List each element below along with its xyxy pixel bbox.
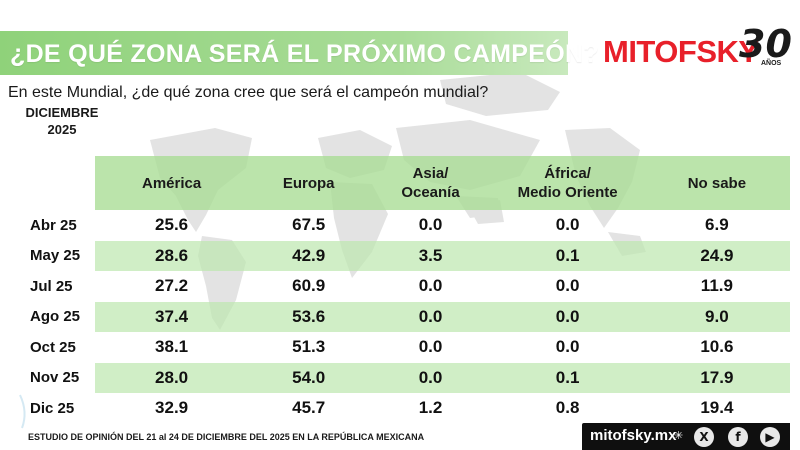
table-row: Nov 25 28.0 54.0 0.0 0.1 17.9 [0,362,790,393]
table-cell: 45.7 [292,398,326,418]
logo-wordmark: MITOFSKY [603,34,759,69]
table-cell: 0.0 [418,337,443,357]
table-cell: 10.6 [700,337,734,357]
table-cell: 54.0 [247,362,370,393]
table-cell: 51.3 [292,337,326,357]
table-cell: 25.6 [155,215,189,235]
table-cell: 0.0 [555,337,580,357]
table-cell: 67.5 [292,215,326,235]
table-cell: 6.9 [705,215,729,235]
table-cell: 0.0 [369,301,492,332]
mitofsky-logo: MITOFSKY 30 AÑOS [603,22,793,74]
table-cell: 38.1 [155,337,189,357]
table-cell: 0.0 [369,362,492,393]
table-cell: 0.8 [555,398,580,418]
table-cell: 0.1 [491,362,644,393]
table-cell: 24.9 [643,240,790,271]
footer-bar: mitofsky.mx ✳ X f ▶ [582,423,790,450]
table-row: Abr 25 25.6 67.5 0.0 0.0 6.9 [0,210,790,241]
table-cell: 0.0 [491,301,644,332]
survey-question: En este Mundial, ¿de qué zona cree que s… [8,84,489,101]
period-month: DICIEMBRE [25,105,99,120]
page-title: ¿DE QUÉ ZONA SERÁ EL PRÓXIMO CAMPEÓN? [10,40,599,68]
survey-period: DICIEMBRE 2025 [16,104,108,138]
table-cell: 0.0 [418,215,443,235]
table-cell: 42.9 [247,240,370,271]
row-label: Oct 25 [30,338,76,356]
table-cell: 9.0 [643,301,790,332]
cursor-pointer-icon: ✳ [674,430,684,442]
table-cell: 1.2 [418,398,443,418]
column-header-line: Medio Oriente [517,184,618,201]
study-footnote: ESTUDIO DE OPINIÓN DEL 21 al 24 DE DICIE… [28,432,425,442]
table-cell: 28.6 [95,240,248,271]
youtube-icon[interactable]: ▶ [760,427,780,447]
row-label: Abr 25 [30,216,77,234]
table-row: Dic 25 32.9 45.7 1.2 0.8 19.4 [0,393,790,424]
column-header-line: Oceanía [401,184,460,201]
table-cell: 60.9 [292,276,326,296]
row-label: Jul 25 [30,277,73,295]
table-row: Jul 25 27.2 60.9 0.0 0.0 11.9 [0,271,790,302]
column-header-america: América [95,156,248,210]
column-header-line: Asia/ [412,165,449,182]
table-cell: 37.4 [95,301,248,332]
x-icon[interactable]: X [694,427,714,447]
row-label: Dic 25 [30,399,75,417]
table-cell: 17.9 [643,362,790,393]
table-row: Oct 25 38.1 51.3 0.0 0.0 10.6 [0,332,790,363]
row-label: Nov 25 [30,369,80,387]
table-cell: 19.4 [700,398,734,418]
row-label-header [0,156,95,210]
table-cell: 3.5 [369,240,492,271]
column-header-asia-oceania: Asia/Oceanía [369,156,492,210]
table-row: Ago 25 37.4 53.6 0.0 0.0 9.0 [0,301,790,332]
column-header-no-sabe: No sabe [643,156,790,210]
period-year: 2025 [47,122,77,137]
row-label: May 25 [30,247,81,265]
table-cell: 0.0 [555,215,580,235]
row-label: Ago 25 [30,308,81,326]
website-link[interactable]: mitofsky.mx [590,427,677,444]
table-cell: 27.2 [155,276,189,296]
table-row: May 25 28.6 42.9 3.5 0.1 24.9 [0,240,790,271]
table-cell: 28.0 [95,362,248,393]
column-header-europa: Europa [247,156,370,210]
column-header-africa-medio-oriente: África/Medio Oriente [491,156,644,210]
table-cell: 0.0 [555,276,580,296]
logo-anniversary-number: 30 [739,22,792,66]
table-cell: 0.0 [418,276,443,296]
table-cell: 11.9 [700,276,733,296]
table-cell: 53.6 [247,301,370,332]
title-bar: ¿DE QUÉ ZONA SERÁ EL PRÓXIMO CAMPEÓN? [0,31,599,75]
results-table: América Europa Asia/Oceanía África/Medio… [0,156,790,424]
table-cell: 0.1 [491,240,644,271]
column-header-line: África/ [544,165,591,182]
logo-years-label: AÑOS [761,60,782,67]
table-body: Abr 25 25.6 67.5 0.0 0.0 6.9 May 25 28.6 42.9 3.5… [0,210,790,424]
table-header-row: América Europa Asia/Oceanía África/Medio… [0,156,790,210]
facebook-icon[interactable]: f [728,427,748,447]
table-cell: 32.9 [155,398,189,418]
